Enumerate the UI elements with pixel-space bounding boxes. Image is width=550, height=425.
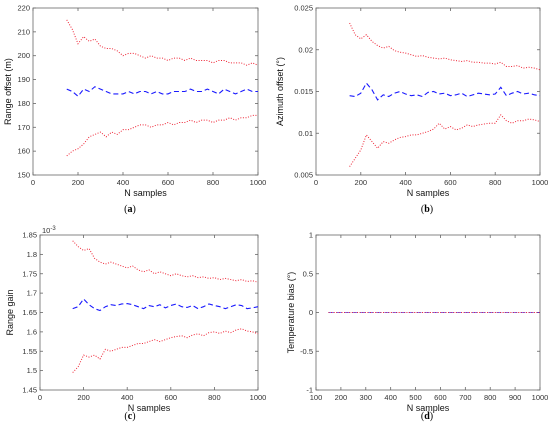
y-tick-label: -0.5 bbox=[300, 347, 313, 356]
x-tick-label: 1000 bbox=[250, 393, 267, 402]
series-line-lower bbox=[66, 114, 258, 157]
y-axis-label: Temperature bias (°) bbox=[286, 272, 296, 354]
x-tick-label: 900 bbox=[509, 393, 522, 402]
x-axis-label: N samples bbox=[407, 403, 450, 413]
y-tick-label: 1.5 bbox=[27, 366, 37, 375]
series-line-lower bbox=[349, 114, 541, 167]
series-line-upper bbox=[72, 240, 259, 283]
x-tick-label: 200 bbox=[72, 178, 85, 187]
y-tick-label: 180 bbox=[17, 99, 30, 108]
series-line-upper bbox=[66, 19, 259, 66]
y-tick-label: 1.6 bbox=[27, 327, 37, 336]
y-tick-label: 200 bbox=[17, 51, 30, 60]
plot-frame bbox=[39, 234, 259, 391]
y-axis-label: Range offset (m) bbox=[3, 58, 13, 125]
y-tick-label: 220 bbox=[17, 4, 30, 13]
y-tick-label: -1 bbox=[306, 386, 313, 395]
x-tick-label: 300 bbox=[360, 393, 373, 402]
y-tick-label: 0.025 bbox=[294, 4, 313, 13]
x-axis-label: N samples bbox=[124, 188, 167, 198]
x-tick-label: 600 bbox=[165, 393, 178, 402]
y-tick-label: 1.7 bbox=[27, 289, 37, 298]
chart-a: 0 200 400 600 800 1000 150 160 170 180 190 200 210 22… bbox=[3, 4, 266, 216]
panel-label: (b) bbox=[421, 204, 433, 215]
y-tick-label: 0 bbox=[309, 308, 313, 317]
x-tick-label: 100 bbox=[310, 393, 323, 402]
y-tick-label: 160 bbox=[17, 147, 30, 156]
x-tick-label: 800 bbox=[208, 393, 221, 402]
chart-d: 100 200 300 400 500 600 700 800 900 1000 -1 -0.5 0 0.… bbox=[286, 231, 548, 423]
panel-label: (a) bbox=[124, 204, 136, 215]
y-tick-label: 1.75 bbox=[22, 269, 37, 278]
y-tick-label: 170 bbox=[17, 123, 30, 132]
y-tick-label: 190 bbox=[17, 75, 30, 84]
y-tick-label: 1.65 bbox=[22, 308, 37, 317]
y-tick-label: 1.45 bbox=[22, 386, 37, 395]
x-tick-label: 500 bbox=[409, 393, 422, 402]
series-line-mean bbox=[349, 82, 541, 101]
y-tick-label: 1.8 bbox=[27, 250, 37, 259]
y-tick-label: 0.005 bbox=[294, 171, 313, 180]
y-exponent-label: 10-3 bbox=[42, 226, 56, 235]
x-tick-label: 1000 bbox=[250, 178, 267, 187]
x-tick-label: 800 bbox=[484, 393, 497, 402]
y-tick-label: 1.55 bbox=[22, 347, 37, 356]
x-tick-label: 1000 bbox=[532, 393, 549, 402]
chart-b: 0 200 400 600 800 1000 0.005 0.01 0.015 0.02 0.025… bbox=[275, 4, 548, 216]
series-line-mean bbox=[66, 86, 258, 98]
x-axis-label: N samples bbox=[407, 188, 450, 198]
x-tick-label: 0 bbox=[314, 178, 318, 187]
y-axis-label: Azimuth offset (°) bbox=[275, 57, 285, 126]
y-tick-label: 0.01 bbox=[298, 129, 313, 138]
x-axis-label: N samples bbox=[128, 403, 171, 413]
y-tick-label: 0.02 bbox=[298, 45, 313, 54]
x-tick-label: 800 bbox=[207, 178, 220, 187]
x-tick-label: 600 bbox=[162, 178, 175, 187]
x-tick-label: 600 bbox=[444, 178, 457, 187]
y-tick-label: 150 bbox=[17, 171, 30, 180]
x-tick-label: 200 bbox=[355, 178, 368, 187]
x-tick-label: 400 bbox=[399, 178, 412, 187]
y-tick-label: 1 bbox=[309, 231, 313, 240]
x-tick-label: 700 bbox=[459, 393, 472, 402]
x-tick-label: 600 bbox=[434, 393, 447, 402]
x-tick-label: 0 bbox=[31, 178, 35, 187]
series-line-lower bbox=[72, 328, 259, 373]
panel-label: (d) bbox=[421, 411, 433, 422]
y-axis-label: Range gain bbox=[5, 289, 15, 335]
plot-frame bbox=[315, 7, 541, 176]
x-tick-label: 400 bbox=[121, 393, 134, 402]
y-tick-label: 0.5 bbox=[303, 269, 313, 278]
panel-label: (c) bbox=[124, 411, 135, 422]
y-tick-label: 210 bbox=[17, 27, 30, 36]
x-tick-label: 800 bbox=[489, 178, 502, 187]
x-tick-label: 1000 bbox=[532, 178, 549, 187]
chart-c: 0 200 400 600 800 1000 1.45 1.5 1.55 1.6 1.65 1.7 1.… bbox=[5, 226, 266, 422]
series-line-upper bbox=[349, 22, 541, 71]
x-tick-label: 200 bbox=[77, 393, 90, 402]
x-tick-label: 200 bbox=[335, 393, 348, 402]
x-tick-label: 400 bbox=[384, 393, 397, 402]
x-tick-label: 400 bbox=[117, 178, 130, 187]
y-tick-label: 1.85 bbox=[22, 231, 37, 240]
y-tick-label: 0.015 bbox=[294, 87, 313, 96]
series-line-mean bbox=[72, 298, 259, 312]
x-tick-label: 0 bbox=[38, 393, 42, 402]
